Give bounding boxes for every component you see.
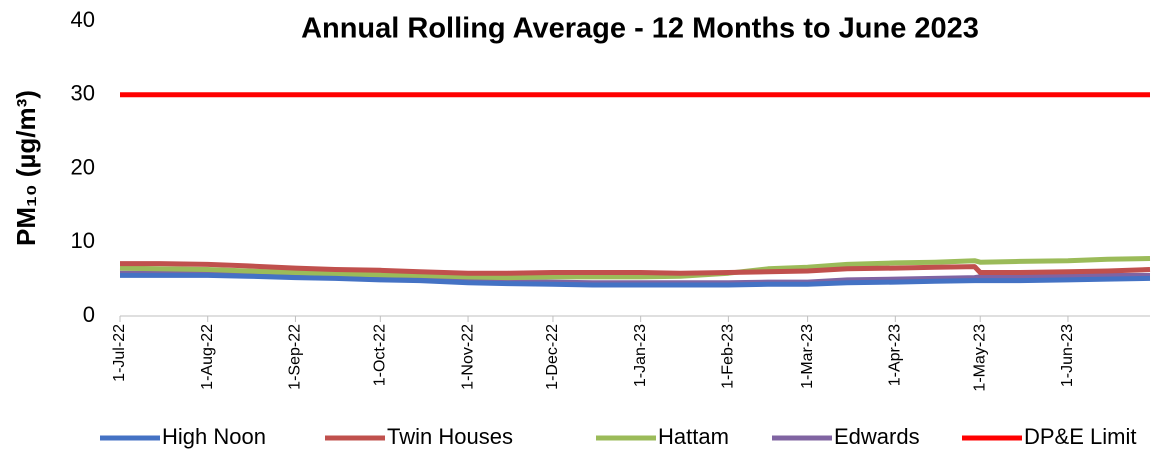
x-tick-label: 1-Apr-23 bbox=[887, 324, 904, 386]
y-tick-label: 20 bbox=[71, 154, 95, 179]
legend-label: DP&E Limit bbox=[1024, 424, 1136, 449]
x-tick-label: 1-May-23 bbox=[971, 324, 988, 392]
legend-label: Edwards bbox=[834, 424, 920, 449]
x-tick-label: 1-Jun-23 bbox=[1059, 324, 1076, 387]
chart-title: Annual Rolling Average - 12 Months to Ju… bbox=[301, 13, 979, 45]
x-tick-label: 1-Oct-22 bbox=[372, 324, 389, 386]
x-tick-label: 1-Dec-22 bbox=[544, 324, 561, 390]
y-tick-label: 30 bbox=[71, 81, 95, 106]
x-tick-label: 1-Aug-22 bbox=[199, 324, 216, 390]
series-line bbox=[119, 256, 1151, 281]
series-line bbox=[120, 272, 1151, 288]
legend-label: Hattam bbox=[658, 424, 729, 449]
x-tick-label: 1-Mar-23 bbox=[799, 324, 816, 389]
x-tick-label: 1-Feb-23 bbox=[720, 324, 737, 389]
x-tick-label: 1-Sep-22 bbox=[287, 324, 304, 390]
x-tick-label: 1-Jul-22 bbox=[111, 324, 128, 382]
x-tick-label: 1-Nov-22 bbox=[459, 324, 476, 390]
y-tick-label: 40 bbox=[71, 7, 95, 32]
y-tick-label: 0 bbox=[83, 302, 95, 327]
legend-label: Twin Houses bbox=[387, 424, 513, 449]
series-line bbox=[120, 261, 1151, 276]
y-tick-label: 10 bbox=[71, 228, 95, 253]
legend-label: High Noon bbox=[162, 424, 266, 449]
x-tick-label: 1-Jan-23 bbox=[632, 324, 649, 387]
y-axis-label: PM₁₀ (µg/m³) bbox=[11, 90, 41, 246]
